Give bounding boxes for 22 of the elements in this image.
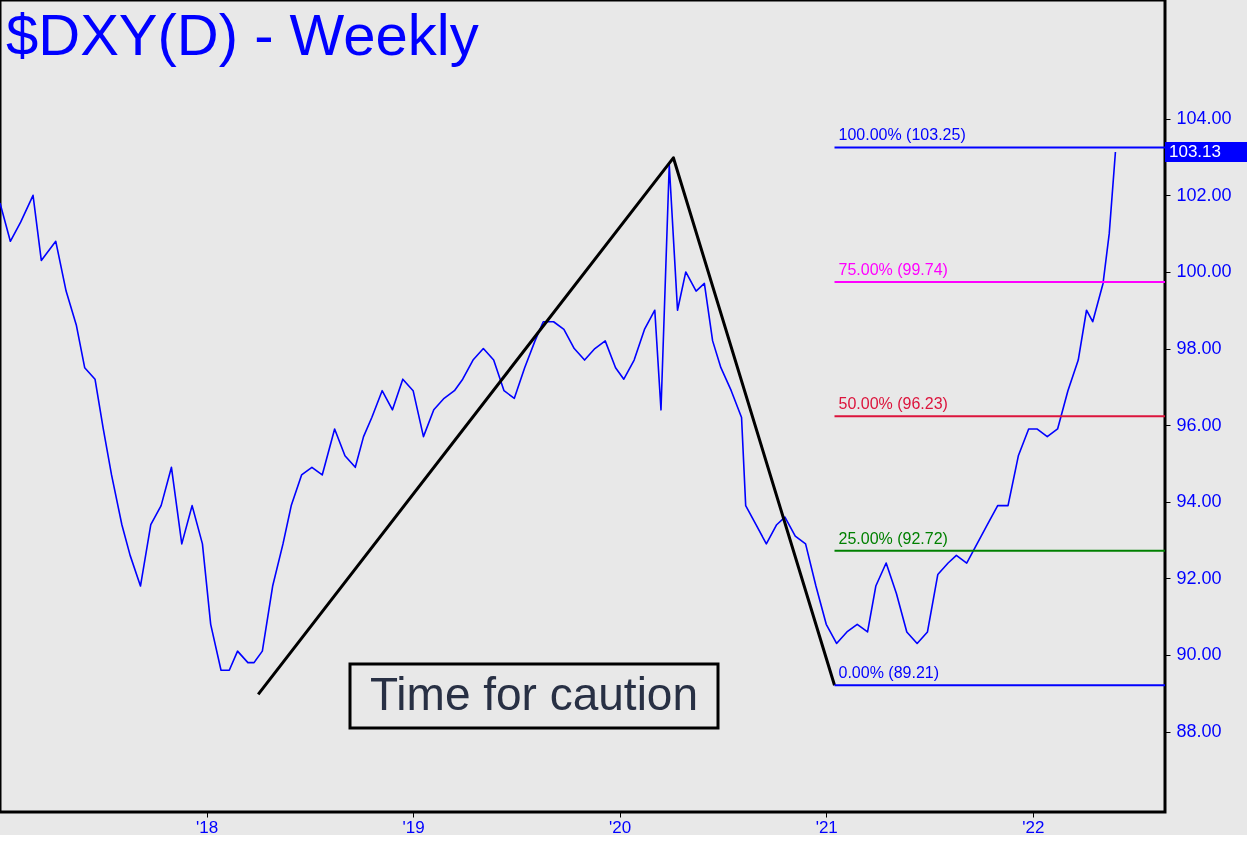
x-tick-label: '22 (1022, 817, 1045, 837)
y-tick-label: 88.00 (1176, 721, 1222, 742)
ref-line-label: 50.00% (96.23) (838, 395, 948, 413)
x-tick-label: '20 (609, 817, 632, 837)
y-tick-label: 92.00 (1176, 567, 1222, 588)
x-tick-label: '21 (815, 817, 838, 837)
text: 103.13 (1169, 142, 1221, 162)
annotation: Time for caution (369, 668, 699, 720)
x-tick-label: '19 (402, 817, 425, 837)
y-tick-label: 90.00 (1176, 644, 1222, 665)
y-tick-label: 96.00 (1176, 414, 1222, 435)
ref-line-label: 25.00% (92.72) (838, 529, 948, 547)
ref-line-label: 75.00% (99.74) (838, 260, 948, 278)
y-tick-label: 94.00 (1176, 491, 1222, 512)
y-tick-label: 100.00 (1176, 261, 1232, 282)
y-tick-label: 102.00 (1176, 184, 1232, 205)
x-tick-label: '18 (195, 817, 219, 837)
ref-line-label: 100.00% (103.25) (838, 126, 966, 144)
chart-title: $DXY(D) - Weekly (6, 2, 479, 67)
ref-line-label: 0.00% (89.21) (838, 664, 940, 682)
y-tick-label: 104.00 (1176, 108, 1232, 129)
y-tick-label: 98.00 (1176, 338, 1222, 359)
